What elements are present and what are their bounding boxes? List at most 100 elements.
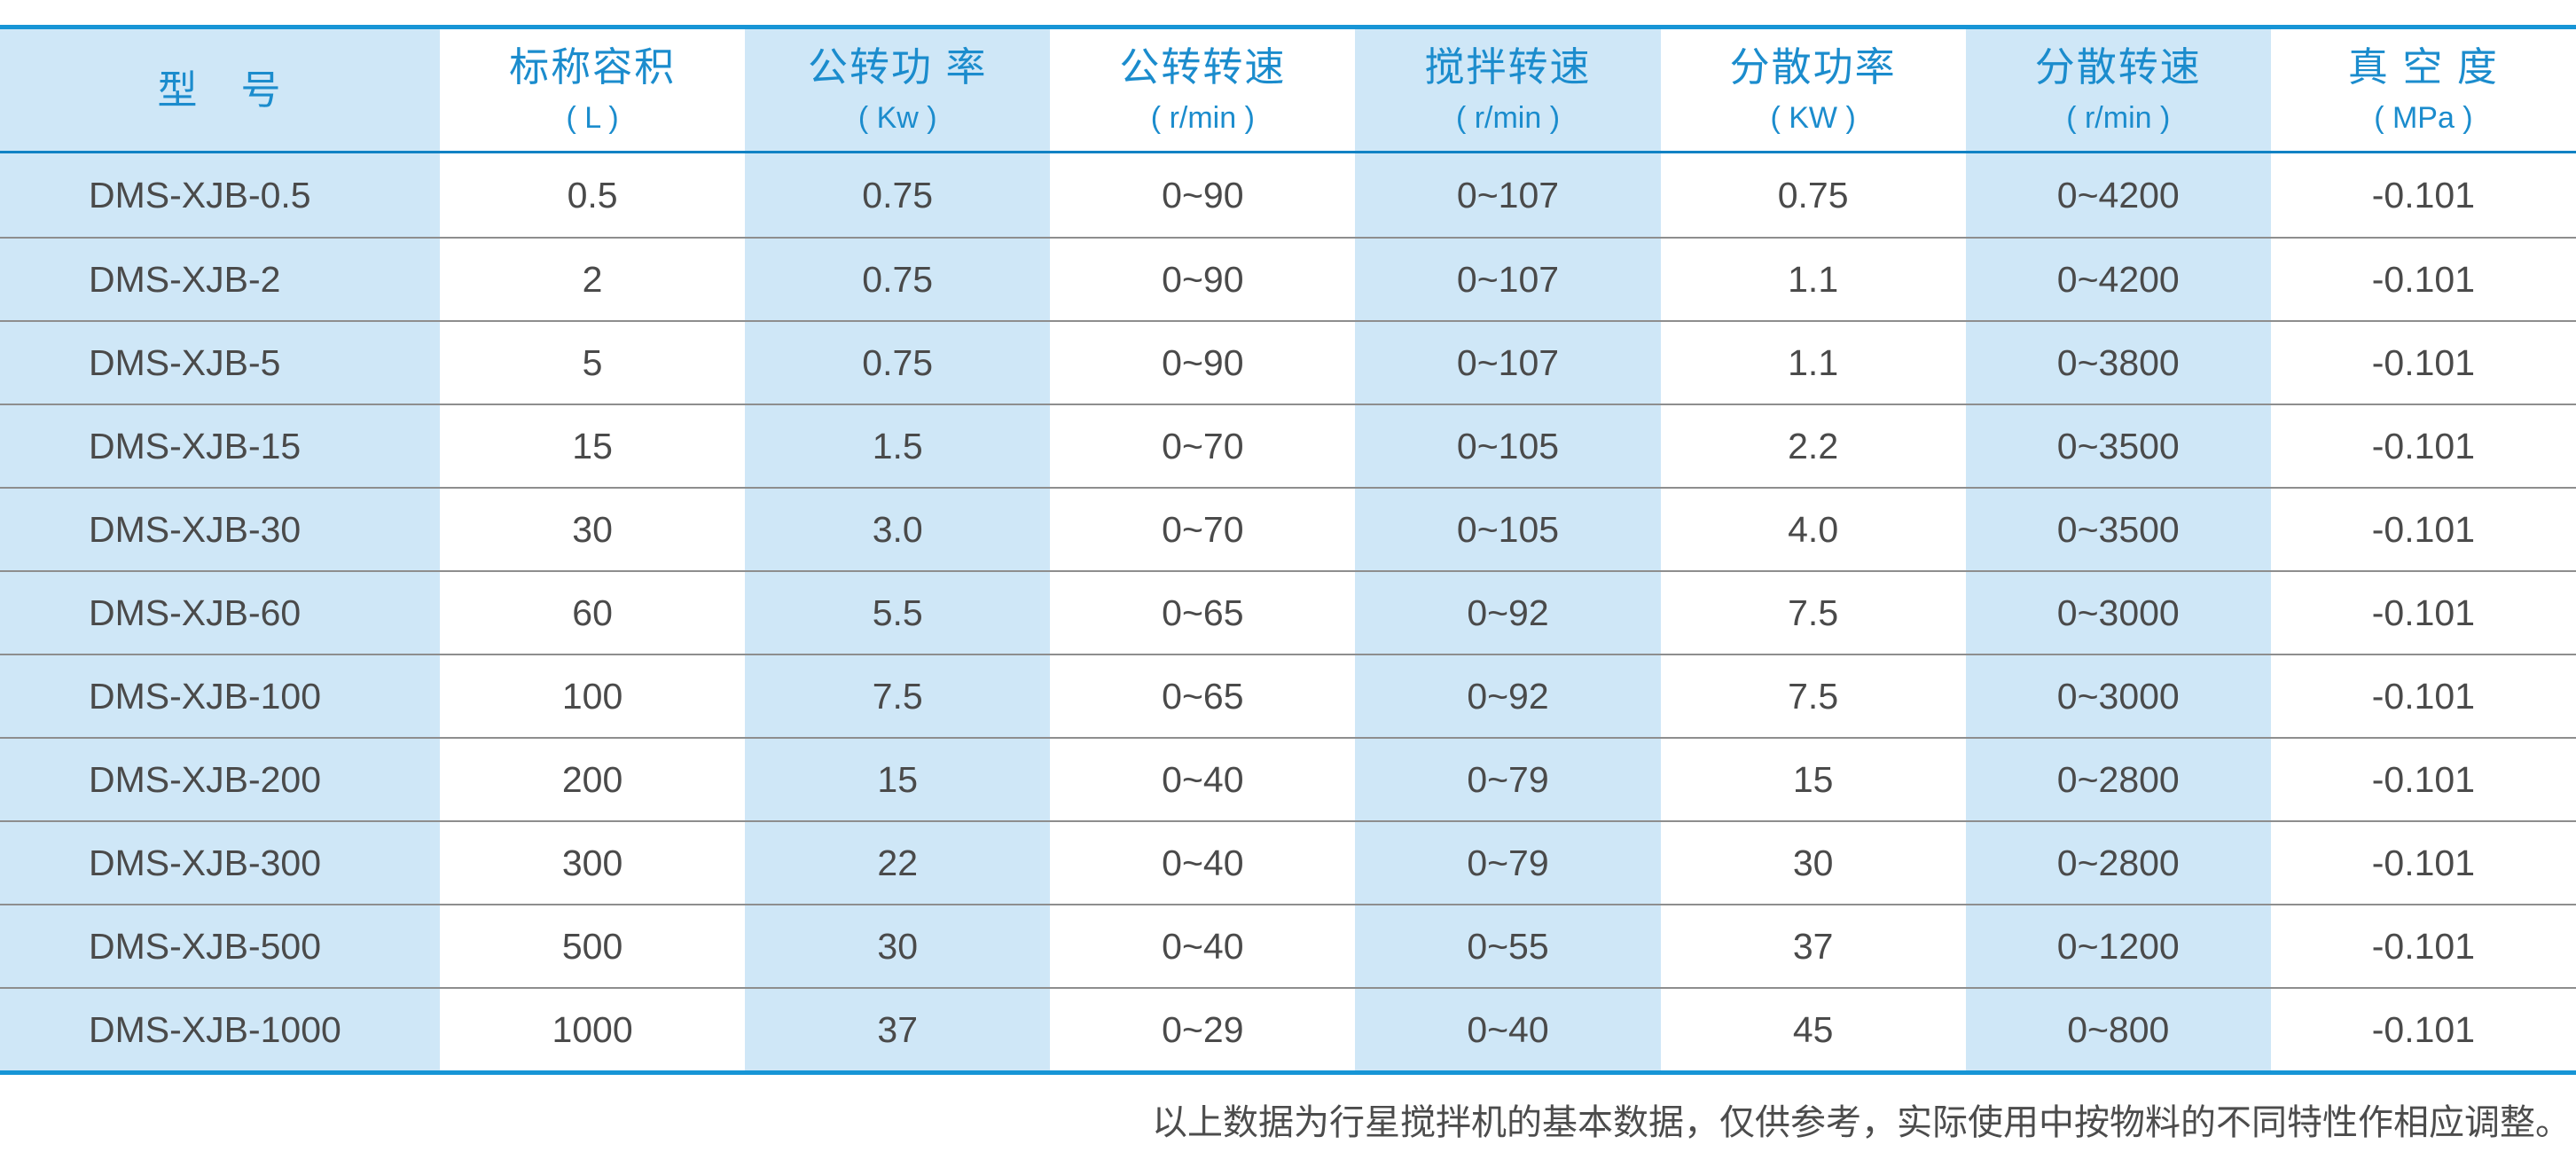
table-cell: 100 xyxy=(440,655,746,737)
table-cell: 0~70 xyxy=(1050,489,1356,570)
table-cell: -0.101 xyxy=(2270,655,2576,737)
table-cell: 0~4200 xyxy=(1965,239,2271,320)
table-cell: 0~92 xyxy=(1355,572,1661,654)
table-cell: 0.75 xyxy=(745,322,1051,404)
table-row: DMS-XJB-60 60 5.5 0~65 0~92 7.5 0~3000 -… xyxy=(0,570,2576,654)
table-cell: 0~3800 xyxy=(1965,322,2271,404)
table-cell: 300 xyxy=(440,822,746,904)
header-cell-stir-speed: 搅拌转速 ( r/min ) xyxy=(1355,29,1661,151)
model-cell: DMS-XJB-2 xyxy=(0,239,440,320)
header-label: 真 空 度 xyxy=(2347,44,2499,90)
table-cell: 0~3000 xyxy=(1965,572,2271,654)
model-cell: DMS-XJB-5 xyxy=(0,322,440,404)
table-cell: 30 xyxy=(745,905,1051,987)
table-row: DMS-XJB-1000 1000 37 0~29 0~40 45 0~800 … xyxy=(0,987,2576,1070)
table-cell: 0~3500 xyxy=(1965,405,2271,487)
table-cell: 0~2800 xyxy=(1965,739,2271,820)
table-cell: 0~800 xyxy=(1965,989,2271,1070)
table-cell: 0~107 xyxy=(1355,322,1661,404)
model-cell: DMS-XJB-100 xyxy=(0,655,440,737)
header-cell-model: 型 号 xyxy=(0,29,440,151)
footer: 以上数据为行星搅拌机的基本数据，仅供参考，实际使用中按物料的不同特性作相应调整。 xyxy=(0,1075,2576,1152)
table-row: DMS-XJB-2 2 0.75 0~90 0~107 1.1 0~4200 -… xyxy=(0,237,2576,320)
model-cell: DMS-XJB-500 xyxy=(0,905,440,987)
table-cell: 1.1 xyxy=(1660,239,1966,320)
table-cell: 2.2 xyxy=(1660,405,1966,487)
table-cell: 0~105 xyxy=(1355,405,1661,487)
table-cell: 0~40 xyxy=(1050,739,1356,820)
table-cell: 22 xyxy=(745,822,1051,904)
table-cell: 0.75 xyxy=(745,153,1051,237)
table-row: DMS-XJB-15 15 1.5 0~70 0~105 2.2 0~3500 … xyxy=(0,404,2576,487)
table-cell: 0~92 xyxy=(1355,655,1661,737)
table-row: DMS-XJB-0.5 0.5 0.75 0~90 0~107 0.75 0~4… xyxy=(0,153,2576,237)
header-label: 搅拌转速 xyxy=(1424,44,1592,90)
header-unit: ( MPa ) xyxy=(2374,100,2473,135)
table-cell: -0.101 xyxy=(2270,489,2576,570)
table-header-row: 型 号 标称容积 ( L ) 公转功 率 ( Kw ) 公转转速 ( r/min… xyxy=(0,29,2576,151)
table-cell: -0.101 xyxy=(2270,905,2576,987)
table-cell: -0.101 xyxy=(2270,572,2576,654)
header-label: 公转功 率 xyxy=(807,44,988,90)
table-cell: 30 xyxy=(440,489,746,570)
table-cell: 1.1 xyxy=(1660,322,1966,404)
header-label: 公转转速 xyxy=(1119,44,1287,90)
table-cell: 0~79 xyxy=(1355,739,1661,820)
table-cell: 0~1200 xyxy=(1965,905,2271,987)
header-cell-revolution-speed: 公转转速 ( r/min ) xyxy=(1050,29,1356,151)
table-cell: 0~90 xyxy=(1050,153,1356,237)
header-unit: ( Kw ) xyxy=(857,100,937,135)
table-row: DMS-XJB-5 5 0.75 0~90 0~107 1.1 0~3800 -… xyxy=(0,320,2576,404)
model-cell: DMS-XJB-60 xyxy=(0,572,440,654)
table-row: DMS-XJB-500 500 30 0~40 0~55 37 0~1200 -… xyxy=(0,904,2576,987)
table-row: DMS-XJB-200 200 15 0~40 0~79 15 0~2800 -… xyxy=(0,737,2576,820)
model-cell: DMS-XJB-15 xyxy=(0,405,440,487)
table-cell: 500 xyxy=(440,905,746,987)
table-cell: 60 xyxy=(440,572,746,654)
table-cell: 30 xyxy=(1660,822,1966,904)
table-cell: 0.75 xyxy=(1660,153,1966,237)
table-cell: 0~79 xyxy=(1355,822,1661,904)
table-cell: 0~65 xyxy=(1050,572,1356,654)
footnote-text: 以上数据为行星搅拌机的基本数据，仅供参考，实际使用中按物料的不同特性作相应调整。 xyxy=(1152,1102,2571,1143)
table-cell: 0~40 xyxy=(1050,822,1356,904)
table-row: DMS-XJB-100 100 7.5 0~65 0~92 7.5 0~3000… xyxy=(0,654,2576,737)
header-cell-disperse-speed: 分散转速 ( r/min ) xyxy=(1965,29,2271,151)
table-cell: -0.101 xyxy=(2270,989,2576,1070)
table-cell: 1.5 xyxy=(745,405,1051,487)
table-body: DMS-XJB-0.5 0.5 0.75 0~90 0~107 0.75 0~4… xyxy=(0,153,2576,1070)
table-cell: -0.101 xyxy=(2270,822,2576,904)
table-cell: 0~70 xyxy=(1050,405,1356,487)
table-cell: 37 xyxy=(745,989,1051,1070)
table-cell: 15 xyxy=(440,405,746,487)
table-cell: 45 xyxy=(1660,989,1966,1070)
table-cell: 0~107 xyxy=(1355,153,1661,237)
table-cell: -0.101 xyxy=(2270,153,2576,237)
table-cell: 15 xyxy=(745,739,1051,820)
header-cell-vacuum: 真 空 度 ( MPa ) xyxy=(2270,29,2576,151)
header-label: 型 号 xyxy=(157,67,283,113)
table-cell: 7.5 xyxy=(745,655,1051,737)
header-unit: ( KW ) xyxy=(1770,100,1856,135)
table-cell: 7.5 xyxy=(1660,572,1966,654)
model-cell: DMS-XJB-300 xyxy=(0,822,440,904)
spec-table: 型 号 标称容积 ( L ) 公转功 率 ( Kw ) 公转转速 ( r/min… xyxy=(0,29,2576,1075)
table-cell: 4.0 xyxy=(1660,489,1966,570)
header-separator-rule xyxy=(0,151,2576,153)
table-cell: 0~40 xyxy=(1050,905,1356,987)
table-row: DMS-XJB-300 300 22 0~40 0~79 30 0~2800 -… xyxy=(0,820,2576,904)
table-cell: 2 xyxy=(440,239,746,320)
table-bottom-rule xyxy=(0,1070,2576,1075)
table-cell: 0~3000 xyxy=(1965,655,2271,737)
header-label: 分散功率 xyxy=(1729,44,1897,90)
table-cell: -0.101 xyxy=(2270,739,2576,820)
table-cell: 0~40 xyxy=(1355,989,1661,1070)
table-cell: 0~2800 xyxy=(1965,822,2271,904)
model-cell: DMS-XJB-0.5 xyxy=(0,153,440,237)
table-cell: 37 xyxy=(1660,905,1966,987)
header-label: 分散转速 xyxy=(2034,44,2202,90)
header-unit: ( L ) xyxy=(566,100,619,135)
table-cell: 0.75 xyxy=(745,239,1051,320)
table-row: DMS-XJB-30 30 3.0 0~70 0~105 4.0 0~3500 … xyxy=(0,487,2576,570)
table-cell: 3.0 xyxy=(745,489,1051,570)
